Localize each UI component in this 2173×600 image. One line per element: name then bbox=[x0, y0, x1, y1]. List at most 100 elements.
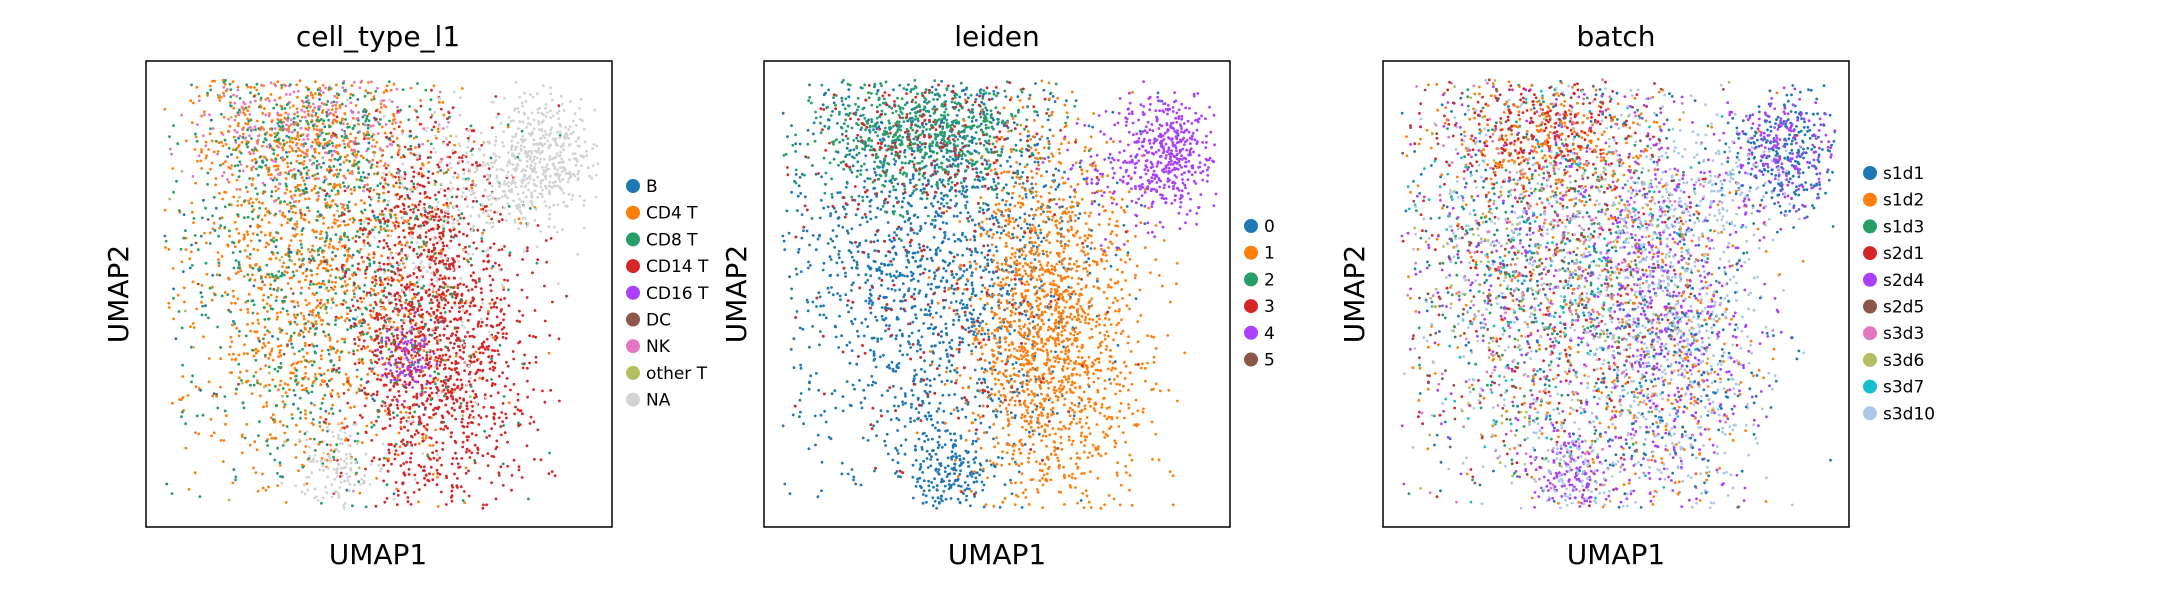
point bbox=[336, 340, 339, 343]
point bbox=[329, 339, 332, 342]
point bbox=[275, 231, 278, 234]
point bbox=[216, 407, 219, 410]
point bbox=[505, 219, 508, 222]
point bbox=[458, 231, 461, 234]
point bbox=[463, 326, 466, 329]
point bbox=[459, 96, 462, 99]
point bbox=[427, 181, 430, 184]
point bbox=[533, 458, 536, 461]
point bbox=[279, 366, 282, 369]
point bbox=[583, 199, 586, 202]
point bbox=[245, 370, 248, 373]
point bbox=[182, 270, 185, 273]
point bbox=[267, 357, 270, 360]
point bbox=[216, 326, 219, 329]
point bbox=[248, 279, 251, 282]
point bbox=[297, 304, 300, 307]
point bbox=[352, 350, 355, 353]
point bbox=[431, 478, 434, 481]
point bbox=[191, 211, 194, 214]
point bbox=[447, 289, 450, 292]
point bbox=[517, 111, 520, 114]
point bbox=[202, 199, 205, 202]
point bbox=[409, 381, 412, 384]
point bbox=[437, 191, 440, 194]
point bbox=[316, 299, 319, 302]
point bbox=[355, 104, 358, 107]
point bbox=[461, 357, 464, 360]
point bbox=[285, 391, 288, 394]
point bbox=[521, 289, 524, 292]
point bbox=[441, 241, 444, 244]
point bbox=[403, 406, 406, 409]
point bbox=[255, 198, 258, 201]
point bbox=[548, 334, 551, 337]
point bbox=[451, 388, 454, 391]
point bbox=[498, 268, 501, 271]
point bbox=[395, 361, 398, 364]
point bbox=[335, 169, 338, 172]
point bbox=[324, 143, 327, 146]
point bbox=[380, 317, 383, 320]
point bbox=[210, 119, 213, 122]
point bbox=[410, 241, 413, 244]
point bbox=[378, 231, 381, 234]
point bbox=[311, 245, 314, 248]
point bbox=[523, 112, 526, 115]
point bbox=[262, 190, 265, 193]
point bbox=[487, 312, 490, 315]
point bbox=[362, 318, 365, 321]
point bbox=[457, 188, 460, 191]
point bbox=[510, 182, 513, 185]
point bbox=[536, 92, 539, 95]
point bbox=[300, 292, 303, 295]
point bbox=[373, 354, 376, 357]
point bbox=[383, 384, 386, 387]
point bbox=[493, 305, 496, 308]
point bbox=[237, 271, 240, 274]
point bbox=[219, 224, 222, 227]
point bbox=[484, 348, 487, 351]
point bbox=[313, 259, 316, 262]
point bbox=[374, 151, 377, 154]
point bbox=[404, 266, 407, 269]
point bbox=[386, 220, 389, 223]
point bbox=[417, 256, 420, 259]
point bbox=[459, 349, 462, 352]
point bbox=[416, 253, 419, 256]
point bbox=[413, 293, 416, 296]
point bbox=[321, 402, 324, 405]
point bbox=[324, 410, 327, 413]
point bbox=[279, 420, 282, 423]
point bbox=[536, 157, 539, 160]
point bbox=[424, 129, 427, 132]
point bbox=[549, 175, 552, 178]
point bbox=[491, 455, 494, 458]
point bbox=[245, 84, 248, 87]
point bbox=[387, 411, 390, 414]
point bbox=[335, 184, 338, 187]
point bbox=[539, 230, 542, 233]
point bbox=[449, 375, 452, 378]
point bbox=[356, 178, 359, 181]
point bbox=[347, 388, 350, 391]
point bbox=[470, 451, 473, 454]
point bbox=[307, 88, 310, 91]
point bbox=[435, 328, 438, 331]
point bbox=[376, 184, 379, 187]
point bbox=[190, 202, 193, 205]
point bbox=[210, 418, 213, 421]
point bbox=[396, 137, 399, 140]
point bbox=[293, 129, 296, 132]
point bbox=[426, 196, 429, 199]
point bbox=[343, 427, 346, 430]
point bbox=[171, 402, 174, 405]
point bbox=[394, 272, 397, 275]
point bbox=[402, 203, 405, 206]
point bbox=[293, 313, 296, 316]
point bbox=[555, 144, 558, 147]
point bbox=[486, 338, 489, 341]
point bbox=[232, 196, 235, 199]
point bbox=[264, 326, 267, 329]
point bbox=[262, 337, 265, 340]
